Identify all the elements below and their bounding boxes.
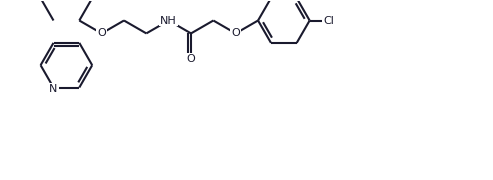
Text: Cl: Cl [323, 15, 334, 26]
Text: NH: NH [160, 15, 177, 26]
Text: O: O [187, 54, 195, 64]
Text: N: N [49, 84, 58, 94]
Text: O: O [231, 28, 240, 38]
Text: O: O [97, 28, 106, 38]
